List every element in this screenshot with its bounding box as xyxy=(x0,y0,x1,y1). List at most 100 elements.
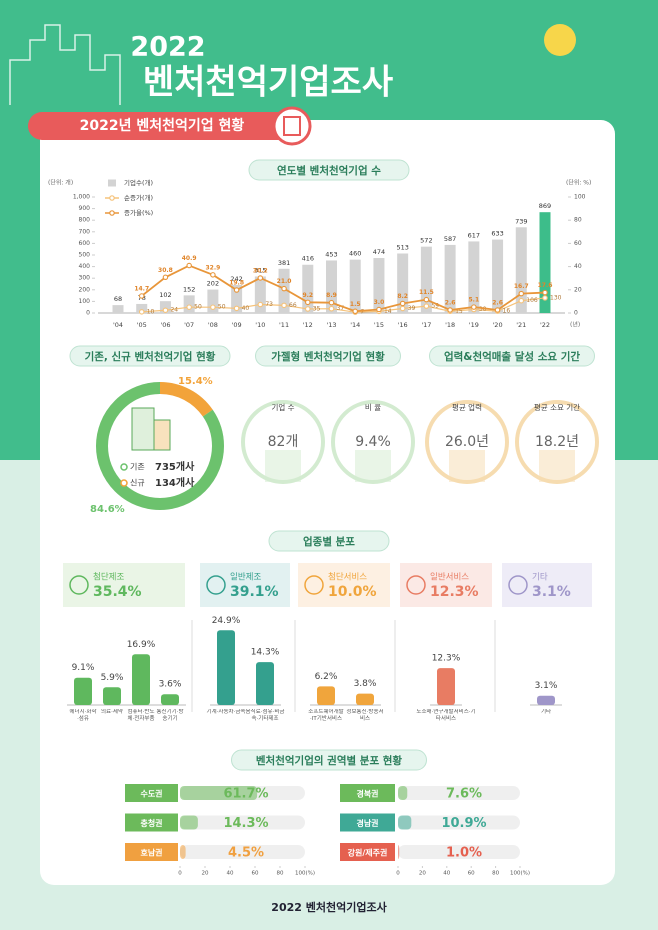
y-tick-label: 300 xyxy=(79,275,91,282)
x-tick-label: '16 xyxy=(398,321,408,329)
point-label: 10 xyxy=(147,308,155,315)
x-tick-label: 100(%) xyxy=(295,871,315,877)
section-title: 기존, 신규 벤처천억기업 현황 xyxy=(85,350,216,363)
bar-value: 739 xyxy=(515,217,527,225)
point xyxy=(518,290,525,297)
legend-label: 신규 xyxy=(130,479,145,488)
donut-label: 15.4% xyxy=(178,376,213,387)
point-label: 50 xyxy=(194,304,202,311)
category-label-box: 정보통신·방송서비스 xyxy=(346,709,384,722)
region-label-box xyxy=(125,784,178,802)
bar xyxy=(74,677,92,705)
point-label: 37 xyxy=(337,305,345,312)
bar xyxy=(180,845,186,859)
group-icon xyxy=(304,575,324,595)
stat-label: 평균 소요 기간 xyxy=(534,402,580,412)
y-unit: (단위: 개) xyxy=(48,179,73,187)
bar xyxy=(217,630,235,705)
group-value: 10.0% xyxy=(328,584,377,600)
category-label-box: 에너지·화학·섬유 xyxy=(69,709,96,722)
point-label: 1.5 xyxy=(350,301,361,308)
x-tick-label: '21 xyxy=(516,321,526,329)
bar-value: 3.8% xyxy=(354,679,377,689)
x-tick-label: '07 xyxy=(184,321,194,329)
bar-value: 16.9% xyxy=(127,640,156,650)
point-label: 2.6 xyxy=(492,299,503,306)
y2-tick-label: 60 xyxy=(574,240,582,247)
section-pill xyxy=(69,345,231,367)
x-tick-label: '09 xyxy=(232,321,242,329)
group-name: 기타 xyxy=(532,573,548,583)
category-label: 기계·자동차·금속 xyxy=(206,709,246,715)
section-title: 가젤형 벤처천억기업 현황 xyxy=(271,350,385,363)
year: 2022 xyxy=(130,32,205,63)
x-tick-label: 60 xyxy=(468,871,475,877)
stat-value: 9.4% xyxy=(355,434,391,450)
group-value: 39.1% xyxy=(230,584,279,600)
legend-count: 134개사 xyxy=(155,476,195,489)
bar xyxy=(112,305,124,313)
bar-value: 5.9% xyxy=(101,673,124,683)
category-label-box: 소프트웨어개발·IT기반서비스 xyxy=(308,709,343,722)
category-label-box: 통신기기·방송기기 xyxy=(156,709,183,722)
stat-label: 비 율 xyxy=(365,403,381,412)
point-label: 130 xyxy=(550,294,562,301)
bar-value: 102 xyxy=(159,291,171,299)
bar xyxy=(515,227,527,313)
category-label: 정보통신·방송서비스 xyxy=(346,709,384,722)
point-label: 32.9 xyxy=(205,264,220,271)
point-label: 59 xyxy=(431,303,439,310)
point xyxy=(542,289,548,296)
point-label: 40 xyxy=(242,305,250,312)
legend-dot xyxy=(120,463,128,471)
point-label: 14 xyxy=(384,308,392,315)
donut-label: 84.6% xyxy=(90,504,125,515)
bar-value: 869 xyxy=(539,202,551,210)
y-tick-label: 800 xyxy=(79,217,91,224)
bar xyxy=(256,662,274,705)
x-tick-label: '12 xyxy=(303,321,313,329)
point-label: 73 xyxy=(265,301,273,308)
main-title: 벤처천억기업조사 xyxy=(143,63,393,103)
point-label: 50 xyxy=(218,304,226,311)
bar-value: 14.3% xyxy=(251,648,280,658)
bar xyxy=(444,244,456,313)
region-label-box xyxy=(125,813,178,832)
category-label-box: 기타 xyxy=(541,709,551,715)
point-label: 7 xyxy=(360,309,364,316)
legend-swatch xyxy=(108,179,116,187)
point xyxy=(257,275,264,281)
point-label: 66 xyxy=(289,302,297,309)
x-tick-label: '19 xyxy=(469,321,479,329)
bar-value: 12.3% xyxy=(432,654,461,664)
x-tick-label: 100(%) xyxy=(510,871,530,877)
bar-value: 61.7% xyxy=(223,787,268,802)
group-box xyxy=(400,563,492,607)
footer: 2022 벤처천억기업조사 xyxy=(271,900,387,914)
bar xyxy=(161,694,179,705)
bar xyxy=(437,668,455,705)
point xyxy=(399,300,406,307)
group-name: 첨단서비스 xyxy=(328,572,367,583)
legend-dot xyxy=(120,479,128,487)
y-tick-label: 200 xyxy=(79,286,91,293)
point xyxy=(376,306,382,313)
x-tick-label: 60 xyxy=(252,871,259,877)
point xyxy=(210,272,216,278)
y2-tick-label: 0 xyxy=(574,310,578,317)
line xyxy=(141,297,546,313)
x-tick-label: 20 xyxy=(419,871,426,877)
point xyxy=(305,299,311,306)
point-label: 30.2 xyxy=(253,267,268,274)
x-tick-label: '04 xyxy=(113,321,123,329)
y-tick-label: 400 xyxy=(79,263,91,270)
stat-deco xyxy=(539,450,575,482)
legend-count: 735개사 xyxy=(155,460,195,473)
bar xyxy=(132,654,150,705)
point xyxy=(138,309,145,315)
point xyxy=(471,304,477,310)
section-pill xyxy=(248,159,410,181)
category-label-box: 도소매·연구개발서비스·기타서비스 xyxy=(416,709,475,722)
x-tick-label: 80 xyxy=(492,871,499,877)
